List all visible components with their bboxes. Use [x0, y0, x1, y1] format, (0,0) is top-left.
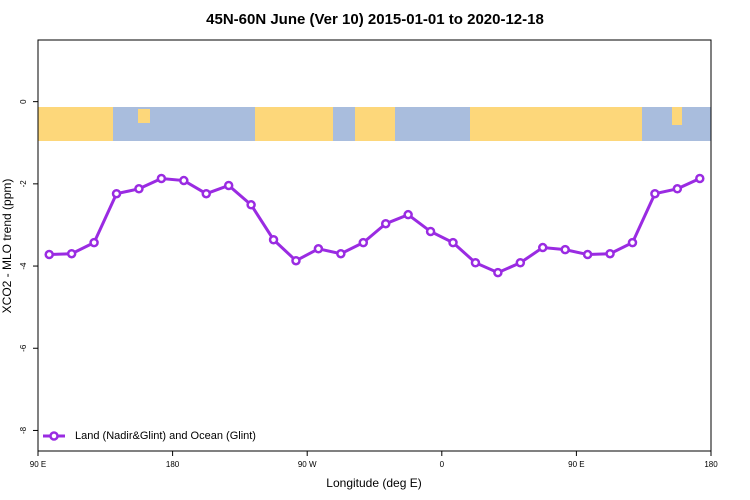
point: [358, 237, 369, 248]
point: [336, 248, 346, 259]
x-tick-label: 180: [166, 460, 180, 469]
point: [695, 173, 705, 184]
map-land: [38, 107, 113, 141]
map-band: [38, 107, 711, 141]
x-tick-label: 0: [440, 460, 445, 469]
point: [538, 242, 548, 253]
point: [380, 218, 391, 229]
point: [672, 184, 683, 194]
y-tick-label: -6: [19, 344, 28, 352]
point: [425, 226, 436, 237]
point: [403, 209, 413, 220]
x-tick-label: 90 W: [298, 460, 317, 469]
x-tick-label: 180: [704, 460, 718, 469]
point: [470, 258, 481, 268]
point: [515, 258, 526, 268]
point: [268, 234, 279, 245]
point: [650, 188, 660, 199]
point: [201, 188, 211, 199]
point: [605, 248, 615, 259]
point: [627, 237, 638, 248]
plot-frame: [37, 39, 712, 452]
legend-marker: [49, 431, 59, 441]
point: [134, 184, 144, 194]
point: [493, 267, 503, 278]
point: [89, 237, 99, 248]
point: [448, 237, 458, 248]
point: [111, 188, 122, 199]
y-tick-label: 0: [19, 99, 28, 104]
point: [291, 255, 301, 266]
map-land: [255, 107, 333, 141]
map-land: [470, 107, 642, 141]
legend-label: Land (Nadir&Glint) and Ocean (Glint): [75, 430, 256, 442]
point: [582, 249, 593, 260]
point: [66, 248, 77, 259]
point: [179, 175, 189, 186]
map-land: [355, 107, 395, 141]
point: [246, 200, 256, 210]
y-tick-label: -4: [19, 262, 28, 270]
point: [313, 244, 324, 254]
x-tick-label: 90 E: [568, 460, 584, 469]
point: [560, 244, 570, 255]
y-axis-label: XCO2 - MLO trend (ppm): [0, 179, 14, 314]
y-tick-label: -8: [19, 426, 28, 434]
y-tick-label: -2: [19, 180, 28, 188]
map-land: [138, 109, 150, 123]
point: [156, 173, 167, 184]
line: [49, 176, 701, 275]
chart-title: 45N-60N June (Ver 10) 2015-01-01 to 2020…: [206, 11, 544, 28]
map-land: [672, 107, 682, 125]
point: [223, 180, 234, 191]
x-tick-label: 90 E: [30, 460, 46, 469]
point: [44, 249, 54, 260]
x-axis-label: Longitude (deg E): [326, 476, 421, 490]
